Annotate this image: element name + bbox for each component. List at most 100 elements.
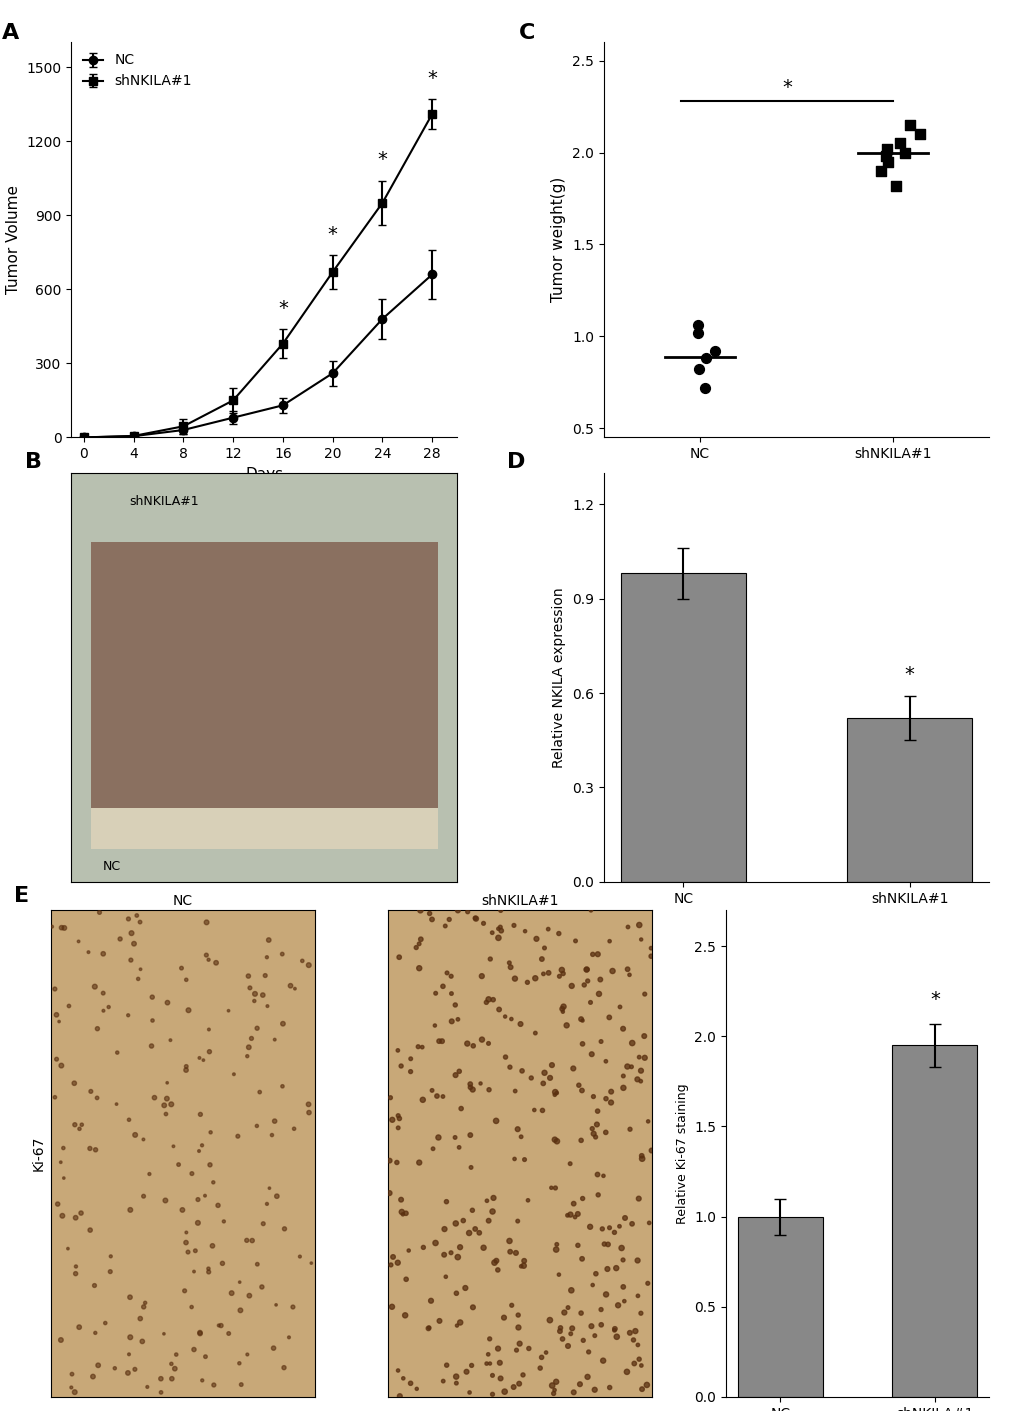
Point [260, 928, 276, 951]
Point [391, 1108, 408, 1130]
Point [109, 1041, 125, 1064]
Point [103, 1245, 119, 1267]
Point [506, 1079, 523, 1102]
Point [433, 1030, 449, 1053]
Point [215, 1211, 231, 1233]
Point [389, 1116, 406, 1139]
Point [590, 982, 606, 1005]
Bar [737, 1216, 822, 1397]
Point [602, 1091, 619, 1113]
Point [434, 975, 450, 998]
Point [210, 1194, 226, 1216]
Point [66, 1072, 83, 1095]
Point [614, 1065, 631, 1088]
Point [190, 1212, 206, 1235]
Point [231, 1352, 248, 1374]
Point [158, 1103, 174, 1126]
Point [579, 1366, 595, 1388]
Point [579, 969, 595, 992]
Point [689, 315, 705, 337]
Point [199, 912, 215, 934]
Point [540, 962, 556, 985]
Point [606, 1318, 623, 1340]
Point [89, 1017, 105, 1040]
Point [558, 1204, 575, 1226]
Point [178, 1221, 195, 1243]
Point [503, 1294, 520, 1316]
Point [633, 1379, 649, 1401]
Point [584, 1274, 600, 1297]
Point [454, 1209, 471, 1232]
Point [616, 1206, 633, 1229]
Point [64, 1363, 81, 1386]
Bar [621, 573, 745, 882]
Point [595, 1164, 611, 1187]
Point [403, 1047, 419, 1070]
Point [268, 1294, 284, 1316]
Point [567, 930, 583, 952]
Point [497, 1046, 514, 1068]
Point [492, 1367, 508, 1390]
Point [547, 1239, 564, 1261]
Point [546, 1081, 562, 1103]
Point [198, 944, 214, 967]
Point [562, 1322, 579, 1345]
Point [153, 1381, 169, 1404]
Point [201, 1260, 217, 1283]
Point [638, 1374, 654, 1397]
Point [553, 998, 570, 1020]
Point [427, 1232, 443, 1254]
Point [159, 1088, 175, 1110]
Point [285, 1118, 302, 1140]
Point [205, 1171, 221, 1194]
Point [537, 1342, 553, 1364]
Point [535, 1072, 551, 1095]
Point [55, 1137, 71, 1160]
Point [442, 965, 459, 988]
Point [511, 1373, 527, 1395]
Point [129, 968, 146, 991]
Point [180, 999, 197, 1022]
Point [511, 1332, 527, 1355]
Point [510, 1209, 526, 1232]
Point [490, 917, 506, 940]
Point [136, 1185, 152, 1208]
Point [163, 1353, 179, 1376]
Point [642, 937, 658, 959]
Point [599, 1257, 615, 1280]
Point [631, 1046, 647, 1068]
Point [539, 917, 555, 940]
Point [643, 1139, 659, 1161]
FancyBboxPatch shape [91, 542, 437, 809]
Point [574, 1009, 590, 1031]
Point [614, 1017, 631, 1040]
Point [420, 1316, 436, 1339]
Point [559, 1297, 576, 1319]
Point [592, 1314, 608, 1336]
Point [409, 1377, 425, 1400]
Point [619, 958, 635, 981]
Point [451, 1311, 468, 1333]
Point [168, 1343, 184, 1366]
Text: *: * [327, 224, 337, 244]
Point [265, 1336, 281, 1359]
Point [575, 1329, 591, 1352]
Point [301, 1102, 317, 1125]
Point [489, 1259, 505, 1281]
Point [128, 904, 145, 927]
Point [592, 1298, 608, 1321]
Point [592, 1030, 608, 1053]
Point [120, 1343, 137, 1366]
Point [689, 322, 705, 344]
Point [543, 1374, 559, 1397]
Point [633, 1355, 649, 1377]
Point [208, 951, 224, 974]
Point [220, 1322, 236, 1345]
Point [484, 1383, 500, 1405]
Point [532, 1357, 548, 1380]
Point [614, 1077, 631, 1099]
Point [183, 1295, 200, 1318]
Point [527, 1022, 543, 1044]
Point [446, 993, 463, 1016]
Point [303, 1252, 319, 1274]
